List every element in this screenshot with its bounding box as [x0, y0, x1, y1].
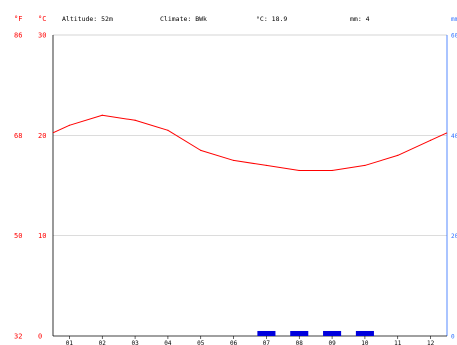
temperature-point: [134, 119, 136, 121]
celsius-tick-label: 30: [38, 32, 46, 40]
precipitation-bars: [257, 330, 374, 336]
temperature-point: [167, 129, 169, 131]
temperature-point: [200, 149, 202, 151]
month-tick-label: 10: [361, 340, 369, 345]
month-tick-label: 05: [197, 340, 205, 345]
temperature-point: [265, 164, 268, 167]
fahrenheit-unit-label: °F: [14, 15, 22, 23]
month-tick-label: 06: [230, 340, 238, 345]
precipitation-tick-label: 60: [451, 33, 457, 40]
temperature-point: [68, 124, 71, 126]
celsius-tick-label: 10: [38, 232, 46, 240]
month-tick-label: 07: [263, 340, 271, 345]
temperature-point: [429, 139, 432, 141]
axes: [52, 35, 448, 339]
temperature-line: [52, 114, 448, 171]
fahrenheit-tick-label: 32: [14, 333, 22, 341]
fahrenheit-tick-label: 68: [14, 132, 22, 140]
temperature-line-series: [52, 114, 448, 172]
tick-labels: 32 0 0 50 10 20 68 20 40 86 30 60 01 02 03 04 05 06 07 08 09…: [14, 32, 457, 345]
month-tick-label: 09: [328, 340, 336, 345]
temperature-point: [232, 159, 235, 162]
average-temperature-label: °C: 18.9: [256, 15, 287, 23]
temperature-point: [101, 114, 103, 116]
month-tick-label: 08: [296, 340, 304, 345]
celsius-unit-label: °C: [38, 15, 46, 23]
month-tick-label: 01: [66, 340, 74, 345]
precipitation-tick-label: 40: [451, 133, 457, 140]
gridlines: [53, 34, 447, 237]
precipitation-total-label: mm: 4: [350, 15, 370, 23]
temperature-point: [364, 164, 366, 167]
month-tick-label: 11: [394, 340, 402, 345]
month-tick-label: 03: [131, 340, 139, 345]
precipitation-bar: [355, 330, 374, 336]
climate-label: Climate: BWk: [160, 15, 207, 23]
month-tick-label: 04: [164, 340, 172, 345]
month-tick-label: 02: [99, 340, 107, 345]
precipitation-bar: [290, 330, 309, 336]
celsius-tick-label: 20: [38, 132, 46, 140]
fahrenheit-tick-label: 50: [14, 232, 22, 240]
precipitation-bar: [323, 330, 342, 336]
celsius-tick-label: 0: [38, 333, 42, 341]
precipitation-unit-label: mm: [451, 16, 457, 23]
fahrenheit-tick-label: 86: [14, 32, 22, 40]
precipitation-tick-label: 20: [451, 233, 457, 240]
altitude-label: Altitude: 52m: [62, 15, 113, 23]
temperature-point: [397, 154, 399, 156]
precipitation-tick-label: 0: [451, 334, 455, 341]
temperature-point: [298, 169, 300, 172]
precipitation-bar: [257, 330, 276, 336]
month-tick-label: 12: [427, 340, 435, 345]
temperature-point: [331, 169, 333, 172]
